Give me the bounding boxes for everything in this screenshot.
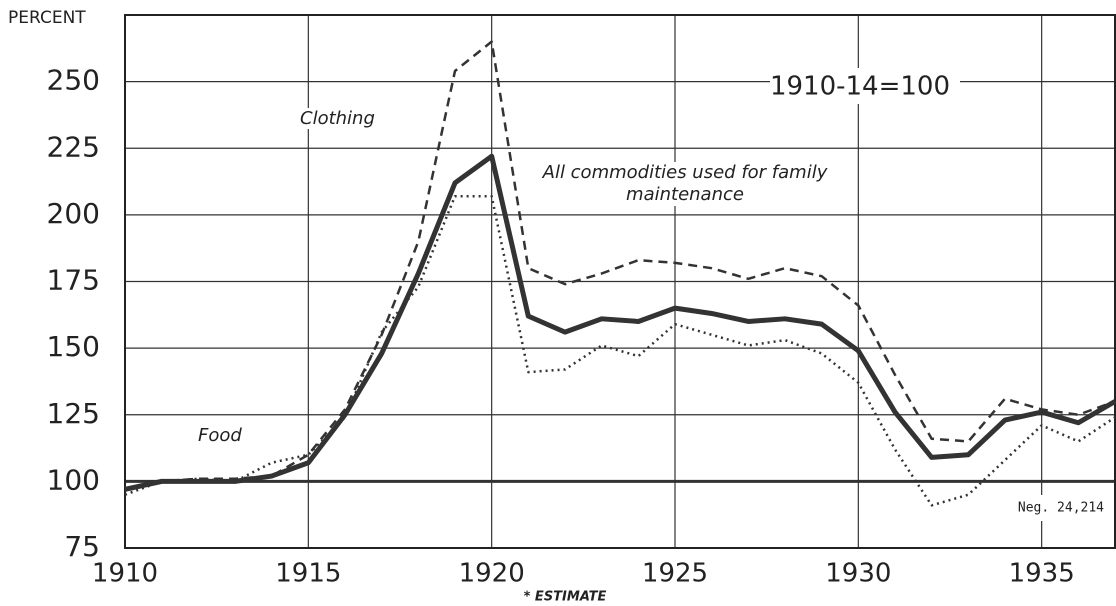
y-tick-label: 175	[47, 264, 100, 297]
series-line	[124, 40, 1116, 491]
y-tick-label: 200	[47, 197, 100, 230]
y-tick-label: 75	[64, 530, 100, 563]
plot-frame	[124, 14, 1116, 549]
x-tick-label: 1910	[92, 559, 158, 589]
y-tick-label: 225	[47, 130, 100, 163]
y-axis-label: PERCENT	[8, 8, 86, 28]
all-label: All commodities used for family maintena…	[540, 162, 830, 206]
y-tick-label: 100	[47, 463, 100, 496]
x-tick-label: 1915	[275, 559, 341, 589]
neg-bg	[1010, 495, 1110, 521]
food-label: Food	[198, 425, 242, 446]
neg-label: Neg. 24,214	[1018, 501, 1104, 516]
x-tick-label: 1920	[459, 559, 525, 589]
base-note-bg	[770, 68, 960, 104]
y-tick-label: 125	[47, 397, 100, 430]
x-tick-label: 1930	[825, 559, 891, 589]
estimate-note: * ESTIMATE	[524, 590, 607, 605]
series-line	[124, 194, 1116, 507]
y-tick-label: 250	[47, 64, 100, 97]
x-tick-label: 1935	[1009, 559, 1075, 589]
y-tick-label: 150	[47, 330, 100, 363]
clothing-label: Clothing	[300, 108, 375, 129]
x-tick-label: 1925	[642, 559, 708, 589]
series-line	[124, 153, 1116, 492]
base-note: 1910-14=100	[770, 72, 950, 102]
